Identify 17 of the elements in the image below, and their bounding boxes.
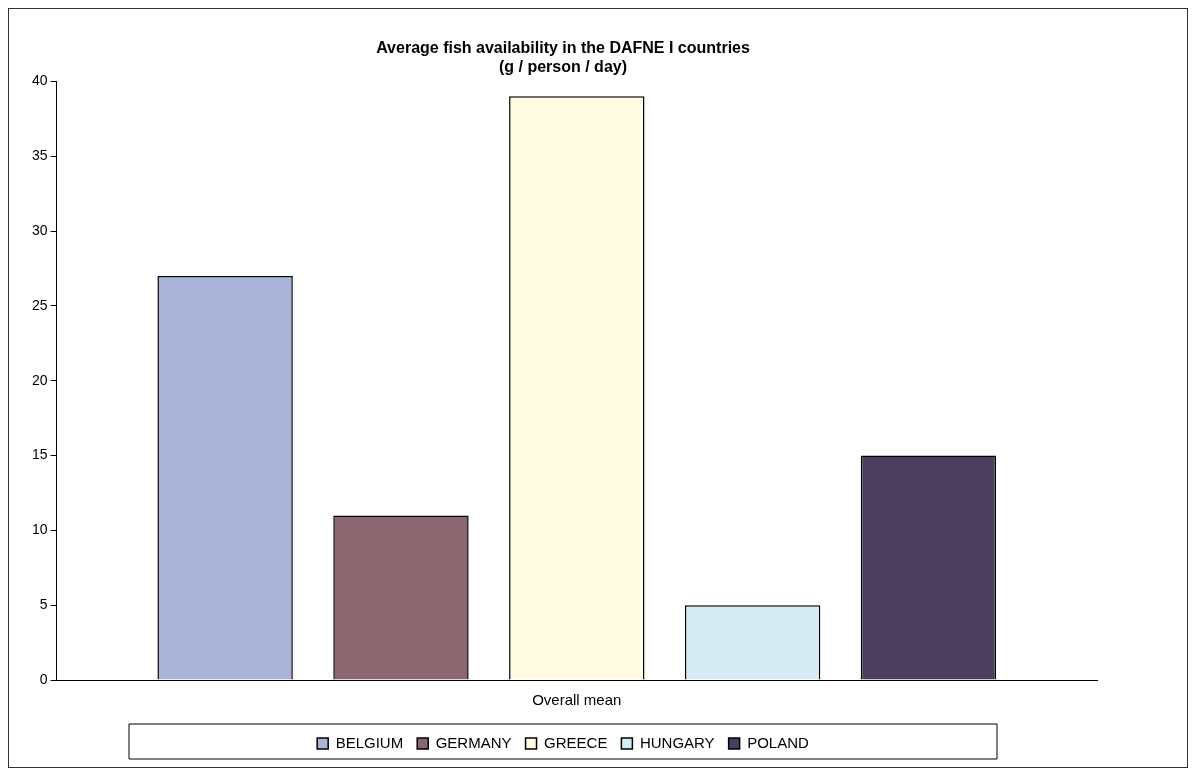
y-tick-label: 30	[31, 221, 48, 238]
y-tick-label: 0	[39, 670, 48, 687]
x-tick-label: Overall mean	[532, 691, 622, 709]
y-tick-label: 40	[31, 72, 48, 89]
y-tick-label: 25	[31, 296, 48, 313]
legend-label: POLAND	[747, 733, 809, 751]
text: (g / person / day)	[498, 58, 628, 76]
legend-label: HUNGARY	[639, 733, 715, 751]
legend-label: GERMANY	[435, 733, 512, 751]
y-tick-label: 5	[39, 596, 48, 613]
legend-label: BELGIUM	[335, 733, 404, 751]
legend-label: GREECE	[544, 733, 608, 751]
y-tick-label: 10	[31, 521, 48, 538]
text: Average fish availability in the DAFNE I countries	[376, 39, 750, 57]
y-tick-label: 15	[31, 446, 48, 463]
y-tick-label: 35	[31, 147, 48, 164]
y-tick-label: 20	[31, 371, 48, 388]
